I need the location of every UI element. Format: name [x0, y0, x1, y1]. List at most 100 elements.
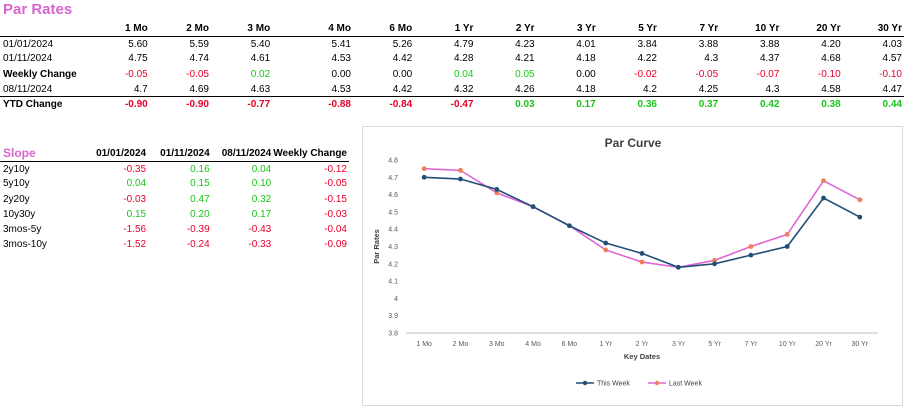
- legend-label: Last Week: [669, 381, 702, 388]
- rates-cell: 5.40: [250, 38, 271, 50]
- rates-row-label: Weekly Change: [3, 68, 77, 80]
- slope-cell: 0.15: [190, 178, 210, 190]
- y-tick-label: 4.7: [388, 175, 398, 182]
- rates-row: Weekly Change -0.05 -0.05 0.02 0.00 0.00 0.04 0…: [0, 67, 904, 82]
- data-point-this-week: [748, 252, 754, 258]
- rates-cell: 4.20: [821, 38, 841, 50]
- slope-title: Slope: [0, 146, 77, 162]
- rates-corner-cell: [0, 21, 79, 37]
- data-point-this-week: [494, 187, 500, 192]
- slope-cell: -0.39: [186, 224, 210, 236]
- rates-cell: 0.38: [781, 96, 843, 113]
- slope-cell: 0.15: [126, 208, 147, 220]
- rates-cell: 4.18: [576, 53, 596, 65]
- rates-cell: 3.88: [759, 38, 780, 50]
- slope-col-header: 01/01/2024: [76, 146, 149, 162]
- rates-cell: 4.25: [698, 83, 719, 95]
- slope-row-label: 2y10y: [3, 163, 30, 175]
- rates-cell: -0.90: [78, 96, 150, 113]
- legend-marker: [582, 380, 588, 386]
- rates-cell: 4.22: [637, 53, 657, 65]
- data-point-last-week: [784, 231, 790, 237]
- rates-cell: 4.7: [133, 83, 148, 95]
- slope-cell: -0.03: [324, 208, 347, 220]
- rates-cell: 4.75: [128, 53, 148, 65]
- rates-cell: -0.84: [352, 96, 415, 113]
- x-tick-label: 3 Yr: [672, 341, 685, 348]
- rates-cell: 4.28: [453, 53, 474, 65]
- rates-col-header: 2 Yr: [475, 21, 537, 37]
- slope-cell: 0.04: [251, 163, 272, 175]
- rates-cell: 4.74: [189, 53, 209, 65]
- slope-row: 3mos-10y -1.52 -0.24 -0.33 -0.09: [0, 237, 349, 252]
- rates-cell: 0.03: [475, 96, 537, 113]
- data-point-last-week: [857, 197, 863, 203]
- x-tick-label: 6 Mo: [562, 341, 578, 348]
- data-point-this-week: [639, 251, 645, 256]
- rates-row: 08/11/2024 4.7 4.69 4.63 4.53 4.42 4.32 4.26 4.1…: [0, 82, 904, 97]
- rates-col-header: 5 Yr: [597, 21, 659, 37]
- slope-cell: 0.10: [251, 178, 272, 190]
- slope-row-label: 3mos-10y: [3, 239, 47, 251]
- rates-cell: 4.42: [392, 83, 413, 95]
- rates-cell: 3.88: [698, 38, 719, 50]
- rates-cell: 5.26: [392, 38, 413, 50]
- rates-cell: -0.10: [879, 68, 902, 80]
- rates-cell: -0.05: [695, 68, 719, 80]
- rates-cell: -0.10: [817, 68, 841, 80]
- slope-col-header: Weekly Change: [273, 146, 349, 162]
- rates-cell: -0.88: [272, 96, 353, 113]
- data-point-last-week: [748, 244, 754, 249]
- rates-cell: -0.47: [414, 96, 476, 113]
- rates-col-header: 30 Yr: [842, 21, 904, 37]
- par-rates-header-row: 1 Mo 2 Mo 3 Mo 4 Mo 6 Mo 1 Yr 2 Yr 3 Yr 5 Yr 7 Yr…: [0, 21, 904, 37]
- slope-cell: 0.04: [126, 178, 147, 190]
- rates-row-label: 08/11/2024: [3, 83, 53, 95]
- slope-cell: -1.56: [123, 224, 147, 236]
- rates-cell: 4.3: [765, 83, 780, 95]
- slope-table: Slope 01/01/2024 01/11/2024 08/11/2024 Weekl…: [0, 146, 349, 252]
- slope-cell: -0.15: [324, 193, 347, 205]
- data-point-this-week: [603, 240, 609, 246]
- rates-cell: 0.02: [250, 68, 271, 80]
- rates-cell: 0.00: [392, 68, 413, 80]
- data-point-this-week: [784, 244, 790, 249]
- slope-row-label: 10y30y: [3, 208, 36, 220]
- x-tick-label: 5 Yr: [708, 341, 721, 348]
- x-tick-label: 10 Yr: [779, 341, 796, 348]
- rates-cell: 0.00: [331, 68, 351, 80]
- slope-cell: -0.35: [123, 163, 147, 175]
- slope-cell: -0.09: [324, 239, 347, 251]
- slope-row: 10y30y 0.15 0.20 0.17 -0.03: [0, 207, 349, 222]
- rates-cell: -0.90: [149, 96, 211, 113]
- rates-cell: 4.57: [882, 53, 902, 65]
- rates-col-header: 10 Yr: [720, 21, 782, 37]
- data-point-this-week: [566, 223, 572, 229]
- x-tick-label: 2 Yr: [636, 341, 649, 348]
- rates-cell: 5.59: [189, 38, 209, 50]
- data-point-this-week: [421, 174, 427, 180]
- rates-cell: 4.37: [759, 53, 780, 65]
- y-tick-label: 4: [394, 296, 398, 303]
- rates-cell: 0.04: [453, 68, 474, 80]
- par-curve-chart: Par Curve 3.8 3.9 4 4.1 4.2 4.3 4.4 4.5 4.6 4.7 4.8…: [362, 126, 903, 406]
- slope-cell: -0.43: [248, 224, 272, 236]
- y-tick-label: 4.3: [388, 244, 398, 251]
- rates-cell: -0.07: [756, 68, 780, 80]
- rates-col-header: 1 Mo: [78, 21, 150, 37]
- x-tick-label: 30 Yr: [852, 341, 869, 348]
- rates-col-header: 20 Yr: [781, 21, 843, 37]
- data-point-last-week: [458, 167, 463, 173]
- slope-cell: 0.17: [251, 208, 272, 220]
- x-tick-label: 7 Yr: [745, 341, 758, 348]
- rates-cell: 0.37: [658, 96, 721, 113]
- rates-cell: 4.58: [821, 83, 841, 95]
- rates-cell: 0.17: [536, 96, 598, 113]
- rates-cell: 4.63: [250, 83, 271, 95]
- x-tick-label: 3 Mo: [489, 341, 505, 348]
- page-title: Par Rates: [3, 1, 73, 18]
- slope-row-label: 5y10y: [3, 178, 30, 190]
- rates-cell: 4.68: [821, 53, 841, 65]
- y-tick-label: 4.5: [388, 209, 398, 216]
- rates-col-header: 2 Mo: [149, 21, 211, 37]
